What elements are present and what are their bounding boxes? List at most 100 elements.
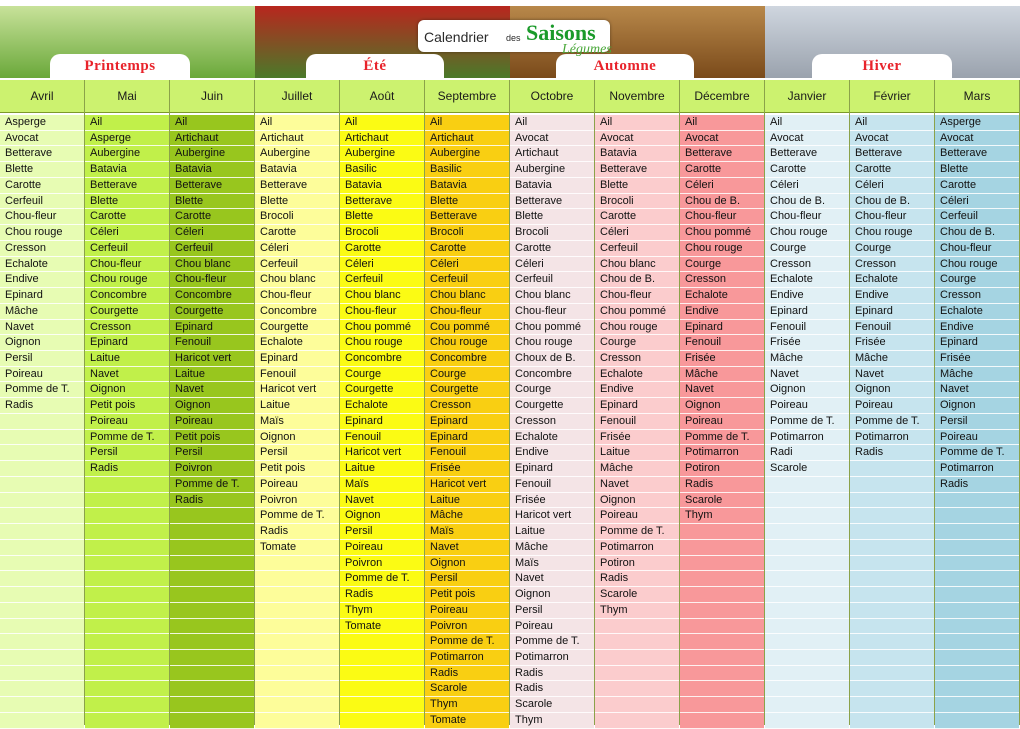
vegetable-cell: Artichaut: [510, 146, 594, 163]
month-column: Mars Asperge Avocat Betterave Blette Carotte C…: [935, 80, 1020, 729]
vegetable-cell: Radis: [850, 445, 934, 462]
vegetable-cell: [170, 524, 254, 540]
vegetable-cell: [0, 508, 84, 525]
vegetable-cell: Navet: [595, 476, 679, 493]
vegetable-cell: Echalote: [595, 366, 679, 383]
vegetable-cell: Concombre: [340, 351, 424, 367]
vegetable-cell: Chou-fleur: [170, 272, 254, 289]
vegetable-cell: Chou de B.: [765, 193, 849, 210]
vegetable-cell: [680, 571, 764, 588]
vegetable-cell: [935, 492, 1019, 509]
vegetable-cell: Poireau: [170, 413, 254, 430]
vegetable-cell: [935, 587, 1019, 603]
vegetable-cell: Radi: [765, 445, 849, 462]
vegetable-cell: Céleri: [765, 177, 849, 194]
vegetable-cell: Epinard: [170, 319, 254, 336]
vegetable-cell: [765, 681, 849, 698]
vegetable-cell: Pomme de T.: [255, 508, 339, 525]
vegetable-cell: Courge: [850, 240, 934, 257]
vegetable-cell: [595, 681, 679, 698]
vegetable-cell: Chou-fleur: [935, 240, 1019, 257]
vegetable-cell: Chou-fleur: [340, 303, 424, 320]
vegetable-cell: Brocoli: [255, 209, 339, 226]
vegetable-cell: [935, 539, 1019, 556]
vegetable-cell: Epinard: [680, 319, 764, 336]
vegetable-cell: [850, 681, 934, 698]
vegetable-cell: Aubergine: [340, 146, 424, 163]
vegetable-cell: Echalote: [255, 335, 339, 352]
vegetable-cell: [0, 649, 84, 666]
vegetable-cell: Mâche: [765, 351, 849, 367]
vegetable-cell: Epinard: [425, 413, 509, 430]
vegetable-cell: Asperge: [85, 130, 169, 147]
vegetable-cell: Betterave: [935, 146, 1019, 163]
vegetable-cell: [0, 413, 84, 430]
vegetable-cell: Chou blanc: [595, 256, 679, 273]
vegetable-cell: [765, 492, 849, 509]
vegetable-cell: Brocoli: [595, 193, 679, 210]
month-header: Janvier: [765, 80, 849, 113]
vegetable-cell: Céleri: [170, 225, 254, 241]
vegetable-cell: Choux de B.: [510, 351, 594, 367]
vegetable-cell: Carotte: [935, 177, 1019, 194]
vegetable-cell: Batavia: [85, 162, 169, 178]
month-header: Juin: [170, 80, 254, 113]
vegetable-cell: Oignon: [255, 429, 339, 446]
vegetable-cell: Fenouil: [340, 429, 424, 446]
vegetable-cell: Chou rouge: [425, 335, 509, 352]
vegetable-cell: [935, 712, 1019, 729]
vegetable-cell: Courge: [935, 272, 1019, 289]
vegetable-cell: Maïs: [425, 524, 509, 540]
vegetable-cell: Pomme de T.: [510, 634, 594, 650]
season-label: Automne: [556, 54, 694, 78]
vegetable-cell: Pomme de T.: [935, 445, 1019, 462]
vegetable-cell: Betterave: [765, 146, 849, 163]
vegetable-cell: Batavia: [510, 177, 594, 194]
vegetable-cell: Mâche: [935, 366, 1019, 383]
vegetable-cell: Poireau: [850, 398, 934, 414]
vegetable-cell: Céleri: [935, 193, 1019, 210]
vegetable-cell: [0, 539, 84, 556]
vegetable-cell: Brocoli: [425, 225, 509, 241]
vegetable-cell: Chou rouge: [510, 335, 594, 352]
vegetable-cell: Mâche: [425, 508, 509, 525]
vegetable-cell: [680, 539, 764, 556]
vegetable-cell: Cresson: [935, 288, 1019, 304]
vegetable-cell: Poivron: [425, 618, 509, 635]
month-column: Mai Ail Asperge Aubergine Batavia Betterave Bl…: [85, 80, 170, 729]
vegetable-cell: Betterave: [170, 177, 254, 194]
vegetable-cell: Fenouil: [255, 366, 339, 383]
vegetable-cell: Poireau: [340, 539, 424, 556]
month-column: Février Ail Avocat Betterave Carotte Céleri Ch…: [850, 80, 935, 729]
vegetable-cell: Epinard: [510, 461, 594, 477]
vegetable-cell: Cerfeuil: [595, 240, 679, 257]
vegetable-cell: Chou rouge: [0, 225, 84, 241]
vegetable-cell: Courge: [765, 240, 849, 257]
vegetable-cell: Céleri: [255, 240, 339, 257]
vegetable-cell: Chou-fleur: [85, 256, 169, 273]
vegetable-cell: Cerfeuil: [510, 272, 594, 289]
vegetable-cell: Chou-fleur: [0, 209, 84, 226]
calendar-table: Avril Asperge Avocat Betterave Blette Carotte…: [0, 80, 1020, 729]
vegetable-cell: Carotte: [680, 162, 764, 178]
vegetable-cell: [85, 618, 169, 635]
vegetable-cell: Chou-fleur: [255, 288, 339, 304]
vegetable-cell: Avocat: [935, 130, 1019, 147]
vegetable-cell: [850, 634, 934, 650]
vegetable-cell: Potimarron: [680, 445, 764, 462]
vegetable-cell: Potimarron: [510, 649, 594, 666]
month-header: Avril: [0, 80, 84, 113]
vegetable-cell: [255, 665, 339, 682]
vegetable-cell: Cou pommé: [425, 319, 509, 336]
vegetable-cell: [170, 634, 254, 650]
vegetable-cell: Epinard: [595, 398, 679, 414]
vegetable-cell: Laitue: [255, 398, 339, 414]
vegetable-cell: Haricot vert: [340, 445, 424, 462]
vegetable-cell: [680, 697, 764, 713]
vegetable-cell: Laitue: [85, 351, 169, 367]
vegetable-cell: Persil: [0, 351, 84, 367]
vegetable-cell: [0, 571, 84, 588]
vegetable-cell: Cresson: [765, 256, 849, 273]
vegetable-cell: [85, 476, 169, 493]
vegetable-cell: Céleri: [425, 256, 509, 273]
